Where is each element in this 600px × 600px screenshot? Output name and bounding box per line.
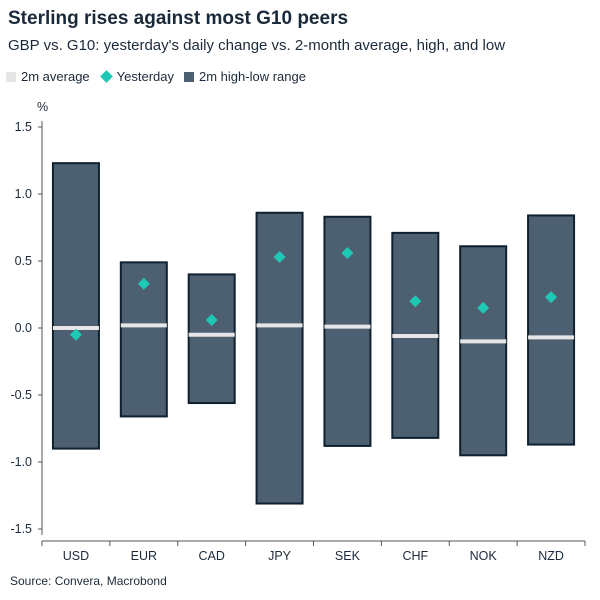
yesterday-marker-nzd — [545, 291, 558, 304]
range-bar-cad — [187, 273, 236, 405]
legend-swatch-average — [6, 71, 16, 82]
yesterday-marker-sek — [341, 246, 354, 259]
range-bar-jpy — [255, 211, 304, 505]
average-markers — [52, 323, 575, 344]
y-axis: 1.5 1.0 0.5 0.0 -0.5 -1.0 -1.5 — [10, 120, 43, 536]
y-axis-unit-label: % — [37, 100, 48, 114]
yesterday-marker-usd — [69, 328, 82, 341]
x-tick-label: USD — [63, 549, 89, 563]
legend-label-average: 2m average — [21, 69, 90, 84]
x-tick-label: EUR — [131, 549, 157, 563]
yesterday-marker-eur — [137, 277, 150, 290]
y-tick-label: -1.0 — [10, 455, 32, 469]
legend-item-range: 2m high-low range — [184, 69, 306, 84]
range-bar-usd — [51, 162, 100, 450]
x-tick-label: NOK — [470, 549, 498, 563]
x-tick-label: NZD — [538, 549, 564, 563]
legend-item-average: 2m average — [6, 69, 90, 84]
source-note: Source: Convera, Macrobond — [10, 574, 167, 588]
chart-title: Sterling rises against most G10 peers — [8, 8, 349, 29]
legend-item-yesterday: Yesterday — [99, 69, 174, 84]
y-tick-label: -1.5 — [10, 522, 32, 536]
yesterday-marker-jpy — [273, 250, 286, 263]
y-tick-label: -0.5 — [10, 388, 32, 402]
yesterday-marker-chf — [409, 295, 422, 308]
x-tick-label: CHF — [402, 549, 428, 563]
y-tick-label: 0.0 — [15, 321, 32, 335]
y-tick-label: 1.5 — [15, 120, 32, 134]
x-tick-label: SEK — [335, 549, 361, 563]
range-bars — [51, 162, 576, 505]
legend-label-yesterday: Yesterday — [116, 69, 174, 84]
legend-label-range: 2m high-low range — [199, 69, 306, 84]
yesterday-marker-cad — [205, 313, 218, 326]
chart-subtitle: GBP vs. G10: yesterday's daily change vs… — [8, 37, 506, 54]
chart-legend: 2m average Yesterday 2m high-low range — [6, 69, 316, 84]
y-tick-label: 0.5 — [15, 254, 32, 268]
yesterday-marker-nok — [477, 301, 490, 314]
x-tick-label: CAD — [198, 549, 224, 563]
range-bar-nok — [459, 245, 508, 457]
y-tick-label: 1.0 — [15, 187, 32, 201]
yesterday-markers — [69, 246, 558, 341]
x-tick-label: JPY — [268, 549, 292, 563]
x-axis: USD EUR CAD JPY SEK CHF NOK NZD — [41, 540, 586, 563]
range-bar-nzd — [527, 214, 576, 446]
legend-swatch-range — [184, 71, 194, 82]
